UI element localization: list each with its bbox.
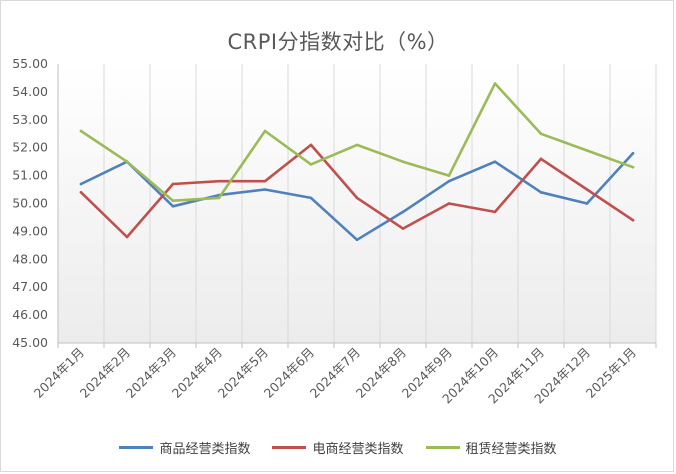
data-point bbox=[631, 151, 635, 155]
data-point bbox=[125, 235, 129, 239]
data-point bbox=[447, 202, 451, 205]
legend-item: 商品经营类指数 bbox=[119, 438, 250, 457]
data-point bbox=[585, 149, 589, 152]
y-tick-label: 48.00 bbox=[12, 251, 48, 266]
data-point bbox=[447, 179, 451, 183]
data-point bbox=[79, 129, 83, 133]
data-point bbox=[217, 196, 221, 200]
data-point bbox=[631, 165, 635, 169]
data-point bbox=[539, 191, 543, 194]
data-point bbox=[631, 218, 635, 222]
data-point bbox=[217, 179, 221, 183]
data-point bbox=[309, 163, 313, 166]
legend-label: 商品经营类指数 bbox=[159, 442, 251, 457]
data-point bbox=[539, 157, 543, 161]
data-point bbox=[355, 238, 359, 242]
y-tick-label: 54.00 bbox=[12, 84, 48, 99]
data-point bbox=[171, 182, 175, 186]
data-point bbox=[309, 196, 313, 200]
legend-swatch bbox=[272, 446, 307, 449]
data-point bbox=[493, 210, 497, 214]
data-point bbox=[493, 160, 497, 163]
data-point bbox=[493, 82, 497, 85]
y-tick-label: 46.00 bbox=[12, 307, 48, 322]
legend-label: 租赁经营类指数 bbox=[465, 442, 557, 457]
data-point bbox=[447, 174, 451, 177]
data-point bbox=[355, 196, 359, 200]
data-point bbox=[309, 143, 313, 147]
y-axis: 45.00 46.00 47.00 48.00 49.00 50.00 51.00 52.00… bbox=[12, 56, 59, 350]
data-point bbox=[401, 160, 405, 163]
y-tick-label: 47.00 bbox=[12, 279, 48, 294]
y-tick-label: 53.00 bbox=[12, 112, 48, 127]
y-tick-label: 50.00 bbox=[12, 196, 48, 211]
data-point bbox=[263, 188, 267, 191]
y-tick-label: 45.00 bbox=[12, 335, 48, 350]
data-point bbox=[171, 204, 175, 208]
data-point bbox=[79, 191, 83, 194]
data-point bbox=[401, 227, 405, 230]
legend-item: 租赁经营类指数 bbox=[425, 438, 557, 457]
chart-legend: 商品经营类指数 电商经营类指数 租赁经营类指数 bbox=[0, 438, 676, 457]
x-tick-label: 2025年1月 bbox=[583, 345, 639, 401]
plot-area bbox=[58, 64, 656, 343]
data-point bbox=[79, 182, 83, 186]
chart-title: CRPI分指数对比（%） bbox=[227, 30, 449, 54]
y-tick-label: 49.00 bbox=[12, 223, 48, 238]
data-point bbox=[125, 160, 129, 163]
data-point bbox=[585, 202, 589, 205]
data-point bbox=[355, 143, 359, 147]
y-tick-label: 55.00 bbox=[12, 56, 48, 71]
legend-swatch bbox=[425, 446, 460, 449]
data-point bbox=[263, 179, 267, 183]
data-point bbox=[263, 129, 267, 133]
series-lines bbox=[79, 82, 635, 242]
data-point bbox=[539, 132, 543, 136]
y-tick-label: 52.00 bbox=[12, 140, 48, 155]
data-point bbox=[585, 188, 589, 191]
x-axis: 2024年1月2024年2月2024年3月2024年4月2024年5月2024年… bbox=[31, 342, 657, 407]
legend-item: 电商经营类指数 bbox=[272, 438, 404, 457]
legend-label: 电商经营类指数 bbox=[312, 442, 404, 457]
data-point bbox=[171, 199, 175, 203]
legend-swatch bbox=[119, 446, 154, 449]
data-point bbox=[401, 210, 405, 214]
y-tick-label: 51.00 bbox=[12, 168, 48, 183]
